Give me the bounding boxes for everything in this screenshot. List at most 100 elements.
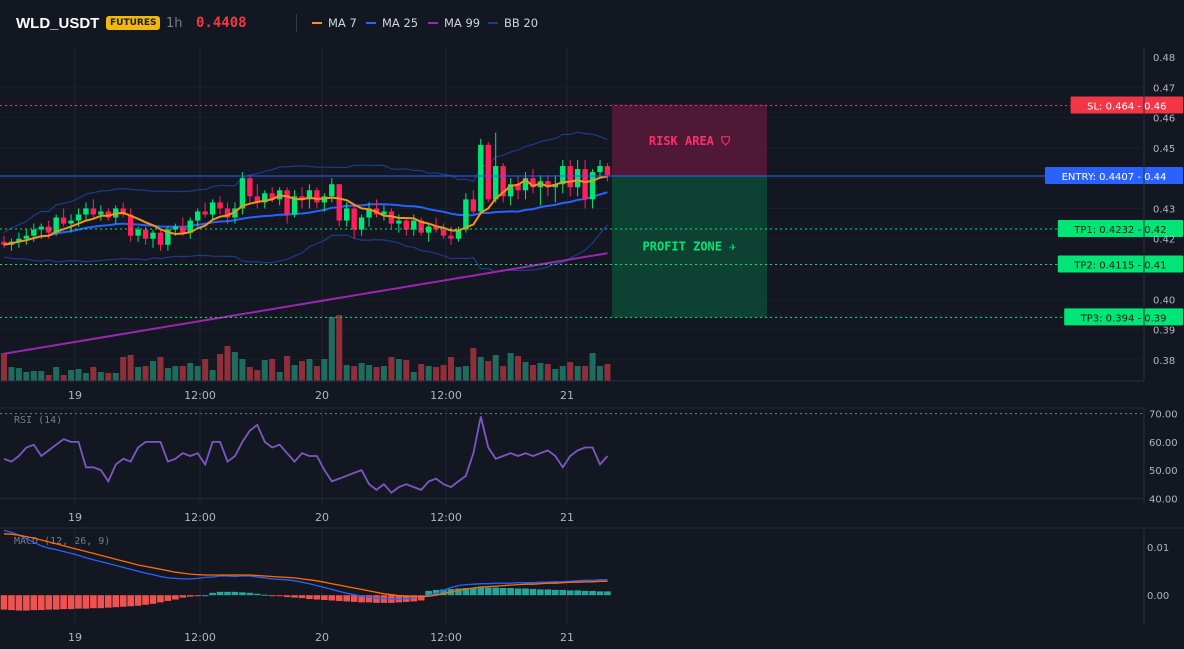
candle xyxy=(560,160,566,194)
candle-body xyxy=(75,214,82,221)
price-tick-label: 0.38 xyxy=(1153,356,1175,367)
price-tick-label: 0.40 xyxy=(1153,295,1175,306)
ma7-swatch xyxy=(312,22,322,24)
volume-bar xyxy=(135,367,142,381)
legend-ma25[interactable]: MA 25 xyxy=(366,16,418,30)
volume-bar xyxy=(328,317,335,381)
candle xyxy=(597,160,603,179)
macd-histogram-bar xyxy=(30,595,38,611)
candle-body xyxy=(403,220,409,230)
candle-body xyxy=(358,217,365,230)
sl-tag[interactable]: SL: 0.464 - 0.46 xyxy=(1070,96,1183,114)
candle-body xyxy=(388,211,395,224)
ma7-line xyxy=(3,175,608,246)
candle xyxy=(470,190,477,215)
price-tick-label: 0.42 xyxy=(1153,235,1175,246)
candle-body xyxy=(23,235,30,239)
macd-histogram-bar xyxy=(97,595,105,609)
candle-body xyxy=(582,169,588,200)
candle-body xyxy=(150,232,156,239)
tp1-tag[interactable]: TP1: 0.4232 - 0.42 xyxy=(1057,220,1183,238)
candle xyxy=(60,208,67,227)
candle xyxy=(262,190,268,209)
candle-body xyxy=(172,226,179,230)
tp3-tag[interactable]: TP3: 0.394 - 0.39 xyxy=(1064,308,1183,326)
time-tick-label: 12:00 xyxy=(430,511,462,524)
volume-bar xyxy=(8,367,15,381)
timeframe-label[interactable]: 1h xyxy=(166,16,183,31)
macd-histogram-bar xyxy=(462,588,470,596)
candle-body xyxy=(1,241,7,245)
volume-bar xyxy=(470,348,477,381)
symbol-label[interactable]: WLD_USDT xyxy=(16,15,100,32)
candle xyxy=(478,138,484,215)
candle-body xyxy=(418,220,424,233)
rsi-line xyxy=(3,416,609,494)
candle xyxy=(373,199,380,218)
candle xyxy=(485,141,491,203)
candle-body xyxy=(411,220,417,230)
candle-body xyxy=(299,196,305,200)
rsi-pane-label: RSI (14) xyxy=(14,415,63,426)
volume-bar xyxy=(75,369,82,381)
candle-body xyxy=(329,184,335,197)
volume-bar xyxy=(97,372,104,381)
candle-body xyxy=(507,184,514,197)
volume-bar xyxy=(418,364,425,381)
candle xyxy=(582,160,588,209)
time-tick-label: 20 xyxy=(315,511,329,524)
macd-histogram-bar xyxy=(67,595,75,610)
macd-histogram-bar xyxy=(604,591,611,596)
candle-body xyxy=(455,229,462,239)
candle xyxy=(195,208,201,227)
volume-bar xyxy=(500,366,507,381)
entry-tag[interactable]: ENTRY: 0.4407 - 0.44 xyxy=(1045,167,1183,185)
signal-line xyxy=(3,533,608,598)
tp2-tag[interactable]: TP2: 0.4115 - 0.41 xyxy=(1057,255,1183,273)
volume-bar xyxy=(343,365,350,381)
legend-ma99[interactable]: MA 99 xyxy=(428,16,480,30)
header-divider xyxy=(296,14,297,32)
macd-histogram-bar xyxy=(425,590,432,596)
volume-bar xyxy=(157,357,164,381)
risk-area-label: RISK AREA ⛉ xyxy=(649,134,731,148)
candle-body xyxy=(284,190,290,215)
ma99-line xyxy=(3,252,608,355)
macd-histogram-bar xyxy=(201,595,209,597)
candle xyxy=(336,184,342,227)
candle xyxy=(284,187,290,224)
candle xyxy=(98,205,104,221)
entry-tag-text: ENTRY: 0.4407 - 0.44 xyxy=(1062,172,1167,183)
volume-bar xyxy=(246,367,253,381)
volume-bar xyxy=(239,359,246,381)
candle-body xyxy=(38,226,44,230)
macd-histogram-bar xyxy=(261,594,269,596)
candle xyxy=(463,193,469,233)
candle-body xyxy=(269,193,275,200)
macd-histogram-bar xyxy=(417,595,425,601)
volume-bar xyxy=(440,365,447,381)
candle-body xyxy=(157,232,164,245)
volume-bar xyxy=(515,356,522,381)
volume-bar xyxy=(477,357,484,381)
candle xyxy=(135,226,141,242)
volume-bar xyxy=(112,373,119,381)
macd-histogram-bar xyxy=(75,595,82,609)
time-tick-label: 21 xyxy=(560,389,574,402)
profit-zone xyxy=(612,176,767,318)
legend-ma7[interactable]: MA 7 xyxy=(312,16,357,30)
macd-histogram-bar xyxy=(246,592,254,596)
macd-histogram-bar xyxy=(209,592,216,596)
candle xyxy=(306,184,313,209)
candle xyxy=(105,208,111,221)
time-tick-label: 12:00 xyxy=(184,631,216,644)
candle-body xyxy=(165,229,171,245)
macd-histogram-bar xyxy=(365,595,373,603)
macd-histogram-bar xyxy=(90,595,97,609)
volume-bar xyxy=(291,365,298,381)
rsi-tick-label: 40.00 xyxy=(1149,494,1178,505)
macd-histogram-bar xyxy=(60,595,67,610)
volume-bar xyxy=(552,369,559,381)
legend-bb20[interactable]: BB 20 xyxy=(488,16,538,30)
